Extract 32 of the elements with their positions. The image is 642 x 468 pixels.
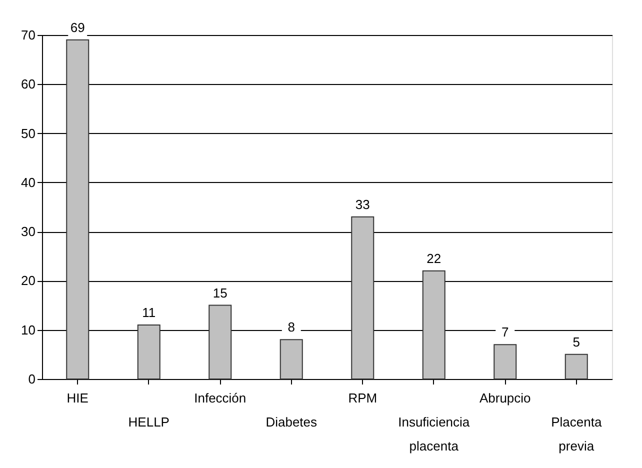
bar — [208, 304, 232, 380]
y-tick-label: 30 — [21, 224, 36, 240]
data-label: 7 — [502, 324, 509, 340]
x-tick-label: HELLP — [128, 414, 170, 430]
data-label: 8 — [288, 320, 295, 335]
x-tick-label: Infección — [194, 390, 246, 406]
data-label: 33 — [355, 196, 370, 212]
bar — [280, 339, 303, 380]
y-tick-label: 0 — [28, 372, 36, 386]
bar — [494, 344, 517, 380]
bar — [564, 354, 588, 380]
data-label: 22 — [426, 250, 442, 266]
data-label: 5 — [572, 334, 580, 350]
y-tick-label: 60 — [21, 76, 36, 92]
y-tick-label: 70 — [21, 28, 36, 42]
bar — [137, 324, 160, 380]
y-tick-label: 20 — [21, 273, 36, 288]
bar — [422, 270, 446, 380]
x-tick-label: Abrupcio — [479, 390, 531, 406]
bar — [66, 39, 90, 380]
x-tick-label: Placenta previa — [551, 414, 602, 454]
y-tick-label: 50 — [21, 126, 36, 141]
data-label: 15 — [212, 285, 228, 300]
x-tick-label: HIE — [66, 390, 89, 406]
y-tick-label: 10 — [21, 322, 36, 338]
data-label: 69 — [70, 20, 85, 35]
x-tick-label: Insuficiencia placenta — [398, 414, 470, 454]
y-tick-label: 40 — [21, 174, 36, 190]
x-tick-label: Diabetes — [266, 414, 318, 430]
bar — [351, 216, 374, 380]
data-label: 11 — [142, 304, 156, 320]
x-tick-label: RPM — [348, 390, 378, 406]
